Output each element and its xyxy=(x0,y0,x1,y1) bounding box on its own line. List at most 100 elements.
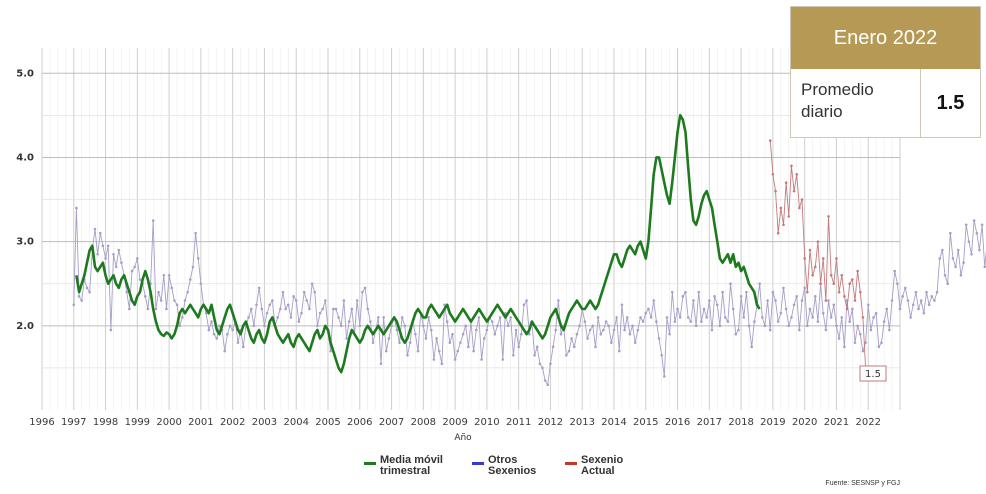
series-point xyxy=(557,299,560,302)
series-point xyxy=(856,269,859,273)
series-point xyxy=(782,286,785,290)
series-point xyxy=(181,316,184,319)
series-point xyxy=(398,341,401,344)
series-point xyxy=(808,248,812,252)
series-point xyxy=(922,311,926,315)
series-point xyxy=(284,307,287,311)
series-point xyxy=(509,316,513,319)
series-point xyxy=(498,316,502,319)
series-line xyxy=(769,140,867,368)
series-point xyxy=(477,316,481,319)
x-tick-label: 2017 xyxy=(697,417,722,428)
series-point xyxy=(474,328,478,332)
series-point xyxy=(472,349,475,353)
series-point xyxy=(350,307,354,311)
series-point xyxy=(157,290,160,294)
x-tick-label: 1996 xyxy=(29,417,54,428)
x-tick-label: 2018 xyxy=(728,417,753,428)
series-point xyxy=(800,198,804,201)
x-tick-label: 2020 xyxy=(792,417,817,428)
series-line xyxy=(75,114,761,374)
annotation-text: 1.5 xyxy=(865,369,881,380)
series-point xyxy=(792,189,796,193)
series-point xyxy=(864,341,867,344)
series-point xyxy=(316,324,319,328)
kpi-card: Enero 2022 Promedio diario 1.5 xyxy=(790,6,981,138)
series-point xyxy=(143,295,147,298)
series-point xyxy=(178,324,182,328)
series-point xyxy=(520,332,523,336)
series-point xyxy=(708,299,711,302)
series-point xyxy=(790,164,793,168)
series-point xyxy=(549,362,552,365)
series-point xyxy=(625,316,629,319)
series-point xyxy=(128,307,131,311)
series-point xyxy=(191,265,195,269)
series-point xyxy=(837,337,841,340)
series-point xyxy=(379,362,383,365)
series-point xyxy=(800,299,804,302)
series-point xyxy=(109,328,113,332)
series-point xyxy=(546,383,550,387)
series-point xyxy=(588,328,592,332)
kpi-header: Enero 2022 xyxy=(791,7,980,69)
series-point xyxy=(639,316,642,319)
legend-swatch-otros xyxy=(472,462,484,465)
series-point xyxy=(824,299,828,302)
series-point xyxy=(808,307,812,311)
series-point xyxy=(774,299,777,302)
series-point xyxy=(445,320,449,323)
kpi-value: 1.5 xyxy=(936,91,965,114)
series-point xyxy=(840,274,844,277)
series-point xyxy=(620,303,624,307)
series-point xyxy=(689,320,693,323)
legend-label-media: Media móvil trimestral xyxy=(380,454,443,477)
series-point xyxy=(877,345,881,349)
series-point xyxy=(975,231,979,235)
series-point xyxy=(337,316,340,319)
series-point xyxy=(906,299,910,302)
series-point xyxy=(774,189,777,193)
series-point xyxy=(861,349,865,353)
legend-swatch-actual xyxy=(565,462,577,465)
series-point xyxy=(504,311,507,315)
series-point xyxy=(572,345,576,349)
series-point xyxy=(739,295,743,298)
series-point xyxy=(848,320,851,323)
series-point xyxy=(363,286,367,290)
series-point xyxy=(795,172,799,176)
series-point xyxy=(747,324,751,328)
series-point xyxy=(567,349,571,353)
x-tick-label: 2000 xyxy=(156,417,181,428)
series-point xyxy=(517,345,520,349)
series-point xyxy=(451,332,454,336)
series-point xyxy=(604,320,608,323)
series-point xyxy=(978,248,981,252)
series-point xyxy=(414,332,417,336)
series-point xyxy=(636,328,640,332)
series-point xyxy=(760,316,764,319)
series-point xyxy=(570,337,573,340)
series-point xyxy=(792,303,796,307)
series-point xyxy=(377,316,380,319)
series-point xyxy=(136,257,139,260)
series-point xyxy=(938,257,942,260)
series-point xyxy=(559,332,563,336)
series-point xyxy=(241,345,245,349)
series-point xyxy=(599,332,603,336)
series-point xyxy=(848,282,851,286)
series-point xyxy=(715,303,719,307)
series-point xyxy=(506,324,510,328)
series-point xyxy=(784,307,788,311)
series-point xyxy=(919,299,923,302)
series-point xyxy=(832,303,836,307)
series-point xyxy=(384,349,388,353)
x-tick-label: 1999 xyxy=(125,417,150,428)
x-tick-label: 2003 xyxy=(252,417,277,428)
x-tick-label: 2005 xyxy=(315,417,340,428)
series-point xyxy=(215,337,219,340)
series-point xyxy=(403,324,407,328)
series-point xyxy=(806,324,809,328)
series-point xyxy=(231,328,234,332)
series-point xyxy=(223,349,227,353)
